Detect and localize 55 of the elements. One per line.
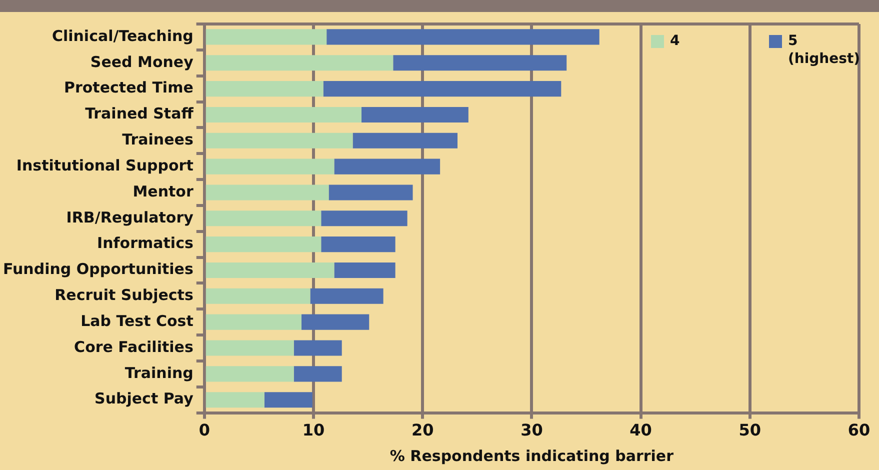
x-axis-title: % Respondents indicating barrier xyxy=(390,446,674,465)
y-tick-label: Training xyxy=(124,364,194,382)
y-tick-label: Clinical/Teaching xyxy=(52,26,194,45)
y-tick-label: IRB/Regulatory xyxy=(66,208,194,226)
x-tick-label: 10 xyxy=(302,420,325,440)
bar xyxy=(301,314,370,330)
y-tick-label: Informatics xyxy=(97,234,194,252)
y-tick-label: Subject Pay xyxy=(94,390,194,408)
bar xyxy=(206,314,302,330)
x-tick-label: 60 xyxy=(848,420,870,440)
bar xyxy=(310,288,384,304)
x-tick-label: 0 xyxy=(198,420,210,440)
bar xyxy=(206,106,362,122)
x-tick-label: 50 xyxy=(738,420,762,440)
bar xyxy=(206,392,264,408)
bar xyxy=(294,366,342,382)
legend-label: 4 xyxy=(670,32,680,50)
x-tick-label: 20 xyxy=(411,420,434,440)
y-tick-label: Core Facilities xyxy=(74,338,194,356)
bar xyxy=(206,132,353,148)
bar xyxy=(323,81,562,97)
bar xyxy=(206,29,327,45)
bar xyxy=(334,158,440,174)
legend-label: 5 (highest) xyxy=(788,32,860,68)
y-tick-label: Funding Opportunities xyxy=(2,260,194,278)
bar xyxy=(206,158,334,174)
bar xyxy=(328,184,413,200)
bar xyxy=(326,29,600,45)
bar xyxy=(206,366,294,382)
y-tick-label: Protected Time xyxy=(64,78,194,97)
bar xyxy=(294,340,342,356)
x-tick-label: 30 xyxy=(520,420,543,440)
bar xyxy=(321,236,396,252)
bar xyxy=(206,210,322,226)
y-tick-label: Recruit Subjects xyxy=(54,286,194,304)
bar xyxy=(264,392,312,408)
bar xyxy=(321,210,408,226)
bar xyxy=(352,132,458,148)
y-tick-label: Mentor xyxy=(132,182,194,200)
bar xyxy=(206,81,324,97)
bar xyxy=(393,55,567,71)
x-tick-label: 40 xyxy=(630,420,652,440)
bar xyxy=(206,184,329,200)
y-tick-label: Seed Money xyxy=(90,52,194,71)
bar xyxy=(361,106,468,122)
y-tick-label: Trained Staff xyxy=(85,104,194,123)
bar xyxy=(206,262,334,278)
y-tick-label: Trainees xyxy=(122,130,194,149)
bar xyxy=(334,262,396,278)
bar xyxy=(206,340,294,356)
bar xyxy=(206,55,394,71)
y-tick-label: Institutional Support xyxy=(16,156,194,174)
y-tick-label: Lab Test Cost xyxy=(80,312,194,330)
bar xyxy=(206,288,310,304)
bar xyxy=(206,236,322,252)
